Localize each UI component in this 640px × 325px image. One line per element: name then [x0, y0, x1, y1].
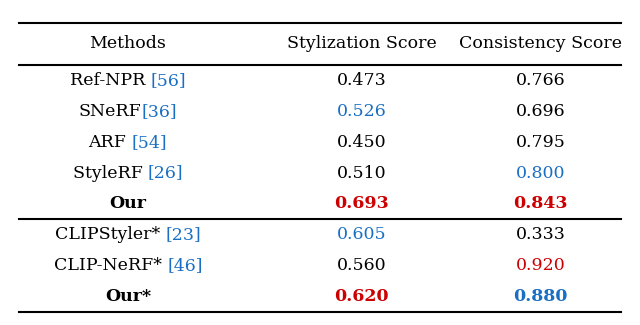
Text: CLIPStyler*: CLIPStyler*	[55, 226, 166, 243]
Text: 0.693: 0.693	[334, 195, 389, 213]
Text: 0.795: 0.795	[516, 134, 566, 151]
Text: Consistency Score: Consistency Score	[460, 35, 622, 52]
Text: 0.473: 0.473	[337, 72, 387, 89]
Text: 0.333: 0.333	[516, 226, 566, 243]
Text: [54]: [54]	[132, 134, 168, 151]
Text: [26]: [26]	[148, 164, 184, 182]
Text: Our: Our	[109, 195, 147, 213]
Text: 0.560: 0.560	[337, 257, 387, 274]
Text: Our*: Our*	[105, 288, 151, 305]
Text: 0.620: 0.620	[334, 288, 389, 305]
Text: [46]: [46]	[167, 257, 202, 274]
Text: 0.605: 0.605	[337, 226, 387, 243]
Text: 0.526: 0.526	[337, 103, 387, 120]
Text: 0.880: 0.880	[513, 288, 568, 305]
Text: Stylization Score: Stylization Score	[287, 35, 436, 52]
Text: ARF: ARF	[88, 134, 132, 151]
Text: [36]: [36]	[141, 103, 177, 120]
Text: 0.920: 0.920	[516, 257, 566, 274]
Text: 0.696: 0.696	[516, 103, 566, 120]
Text: Methods: Methods	[90, 35, 166, 52]
Text: 0.800: 0.800	[516, 164, 566, 182]
Text: 0.766: 0.766	[516, 72, 566, 89]
Text: Ref-NPR: Ref-NPR	[70, 72, 150, 89]
Text: SNeRF: SNeRF	[79, 103, 141, 120]
Text: 0.450: 0.450	[337, 134, 387, 151]
Text: [56]: [56]	[150, 72, 186, 89]
Text: [23]: [23]	[166, 226, 201, 243]
Text: CLIP-NeRF*: CLIP-NeRF*	[54, 257, 167, 274]
Text: StyleRF: StyleRF	[72, 164, 148, 182]
Text: 0.843: 0.843	[513, 195, 568, 213]
Text: 0.510: 0.510	[337, 164, 387, 182]
